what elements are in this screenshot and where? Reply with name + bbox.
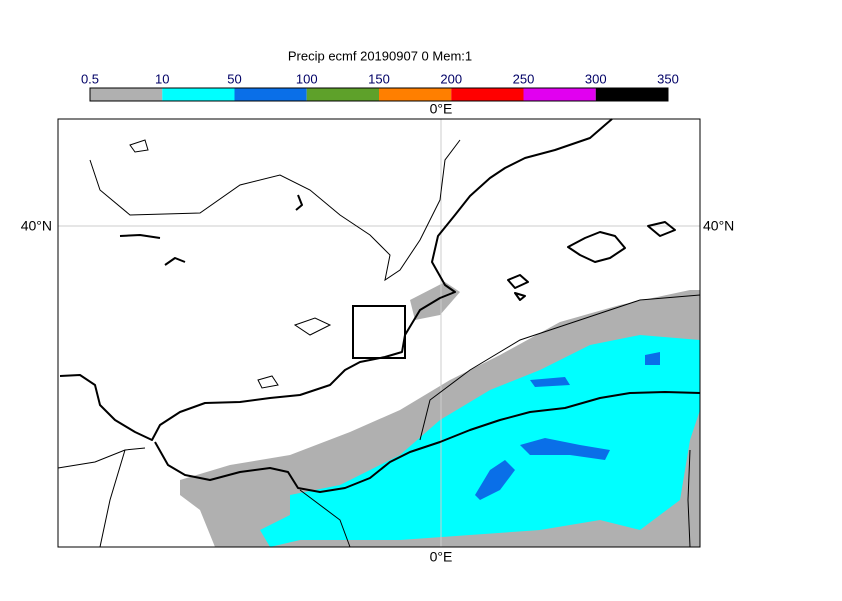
colorbar-label: 10 [155, 71, 169, 86]
lat-label: 40°N [21, 218, 52, 234]
region-box [352, 305, 406, 359]
colorbar-label: 250 [513, 71, 535, 86]
colorbar-segment [595, 88, 668, 101]
colorbar-label: 150 [368, 71, 390, 86]
island [647, 221, 676, 237]
coastline [59, 118, 613, 441]
island [567, 231, 626, 263]
map-frame [57, 118, 701, 548]
colorbar-label: 50 [227, 71, 241, 86]
colorbar-segment [234, 88, 307, 101]
colorbar-segment [162, 88, 235, 101]
island [507, 274, 529, 301]
colorbar-segment [523, 88, 596, 101]
colorbar-segment [379, 88, 452, 101]
colorbar: 0.5 10 50 100 150 200 250 300 350 [81, 71, 679, 102]
colorbar-label: 100 [296, 71, 318, 86]
inland-water [119, 194, 303, 266]
colorbar-label: 300 [585, 71, 607, 86]
precip-area [475, 460, 515, 500]
lat-label: 40°N [703, 218, 734, 234]
colorbar-segment [90, 88, 163, 101]
lon-label: 0°E [430, 101, 453, 117]
precip-area [530, 377, 570, 387]
colorbar-frame [89, 87, 669, 102]
map-area [57, 118, 701, 548]
precip-area [645, 352, 660, 365]
colorbar-label: 200 [440, 71, 462, 86]
title: Precip ecmf 20190907 0 Mem:1 [288, 48, 472, 63]
border [57, 294, 701, 548]
colorbar-label: 0.5 [81, 71, 99, 86]
colorbar-segment [306, 88, 379, 101]
precip-area [520, 438, 610, 460]
precip-area [260, 335, 700, 547]
contour [129, 139, 332, 389]
coastline [154, 391, 701, 493]
colorbar-segment [451, 88, 524, 101]
contour [89, 139, 461, 282]
lon-label: 0°E [430, 549, 453, 565]
colorbar-label: 350 [657, 71, 679, 86]
